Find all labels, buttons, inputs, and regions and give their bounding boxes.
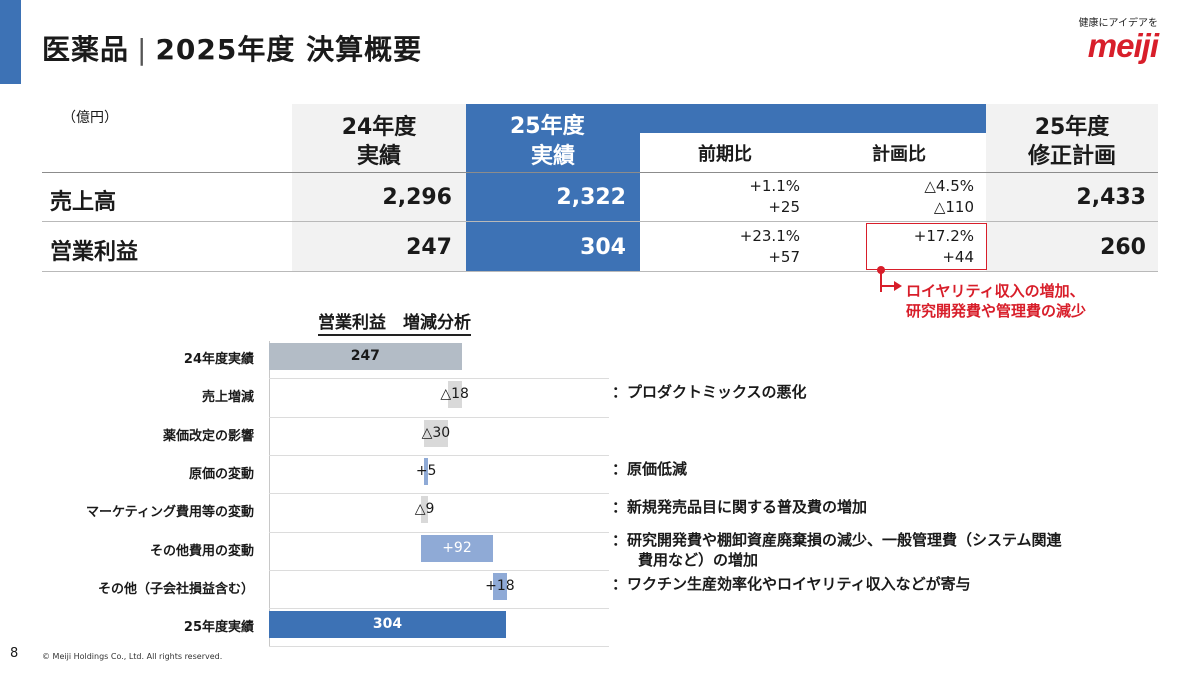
row-label-op: 営業利益	[50, 240, 139, 265]
waterfall-note-line: ：新規発売品目に関する普及費の増加	[612, 498, 868, 517]
rule-top	[42, 172, 1158, 173]
waterfall-value-label: 247	[350, 348, 380, 364]
waterfall-bar	[424, 419, 448, 447]
waterfall-category-label: 25年度実績	[183, 620, 254, 636]
waterfall-note-line: ：プロダクトミックスの悪化	[612, 383, 807, 402]
header-25-line1: 25年度	[510, 114, 585, 139]
waterfall-gridline	[269, 608, 609, 610]
plan-highlight-box	[866, 223, 987, 270]
sales-yoy-abs: +25	[768, 198, 800, 216]
waterfall-category-label: 24年度実績	[183, 352, 254, 367]
header-rev-line1: 25年度	[1034, 115, 1110, 140]
header-yoy: 前期比	[698, 144, 752, 165]
header-plan: 計画比	[872, 144, 926, 165]
waterfall-category-label: 薬価改定の影響	[162, 428, 254, 444]
rule-mid	[42, 221, 1158, 222]
meiji-logo: 健康にアイデアを meiji	[1068, 14, 1160, 64]
rule-bottom	[42, 271, 1158, 272]
col-24-bg	[292, 172, 466, 272]
waterfall-value-label: △30	[421, 424, 451, 441]
waterfall-gridline	[269, 531, 609, 533]
waterfall-gridline	[269, 416, 609, 418]
accent-bar	[0, 0, 21, 84]
waterfall-note-line: ：ワクチン生産効率化やロイヤリティ収入などが寄与	[612, 574, 971, 593]
op-yoy-abs: +57	[768, 248, 800, 266]
callout-text: ロイヤリティ収入の増加、 研究開発費や管理費の減少	[906, 281, 1086, 321]
waterfall-title: 営業利益 増減分析	[318, 308, 471, 336]
waterfall-bar	[269, 611, 507, 639]
op-25: 304	[580, 235, 626, 260]
waterfall-bar	[269, 343, 462, 370]
waterfall-gridline	[269, 646, 609, 648]
title-sub: 2025年度 決算概要	[155, 33, 423, 66]
waterfall-value-label: +92	[442, 539, 472, 556]
title-main: 医薬品	[42, 33, 130, 66]
col-25-bg	[466, 172, 640, 272]
waterfall-bar	[424, 457, 429, 485]
op-rev: 260	[1100, 235, 1146, 260]
title-separator: |	[137, 33, 148, 66]
header-rev-line2: 修正計画	[1027, 144, 1116, 169]
logo-wordmark: meiji	[1087, 27, 1159, 64]
waterfall-gridline	[269, 454, 609, 456]
waterfall-note: ：原価低減	[612, 459, 687, 479]
sales-plan-pct: △4.5%	[924, 177, 974, 195]
callout-line-2: 研究開発費や管理費の減少	[906, 302, 1087, 320]
unit-label: （億円）	[62, 110, 118, 126]
callout-line-1: ロイヤリティ収入の増加、	[906, 282, 1085, 300]
header-25-line2: 実績	[530, 144, 575, 169]
row-label-sales: 売上高	[50, 190, 117, 215]
waterfall-gridline	[269, 493, 609, 495]
col-rev-bg	[986, 172, 1158, 272]
sales-25: 2,322	[556, 185, 626, 210]
waterfall-value-label: 304	[372, 616, 403, 633]
callout-arrow-shaft	[882, 285, 896, 287]
sales-24: 2,296	[382, 185, 452, 210]
waterfall-note-line: 費用など）の増加	[638, 550, 759, 569]
header-rev-bg	[986, 104, 1158, 172]
waterfall-bar	[447, 381, 462, 409]
waterfall-gridline	[269, 378, 609, 380]
copyright: © Meiji Holdings Co., Ltd. All rights re…	[42, 652, 223, 661]
waterfall-bar	[421, 496, 429, 524]
waterfall-category-label: マーケティング費用等の変動	[86, 505, 254, 521]
waterfall-category-label: 売上増減	[201, 390, 254, 406]
sales-plan-abs: △110	[933, 198, 974, 216]
op-24: 247	[406, 235, 452, 260]
waterfall-note: ：ワクチン生産効率化やロイヤリティ収入などが寄与	[612, 574, 971, 594]
waterfall-note: ：研究開発費や棚卸資産廃棄損の減少、一般管理費（システム関連 費用など）の増加	[612, 530, 1062, 570]
waterfall-category-label: その他（子会社損益含む）	[97, 581, 254, 597]
callout-connector	[880, 270, 882, 292]
header-24-line2: 実績	[356, 144, 401, 169]
waterfall-note: ：新規発売品目に関する普及費の増加	[612, 497, 867, 517]
op-plan-abs: +44	[942, 248, 974, 266]
sales-yoy-pct: +1.1%	[749, 177, 800, 195]
logo-tagline: 健康にアイデアを	[1078, 18, 1159, 29]
waterfall-note: ：プロダクトミックスの悪化	[612, 382, 807, 402]
waterfall-value-label: +5	[415, 462, 437, 479]
waterfall-category-label: その他費用の変動	[149, 543, 254, 559]
op-yoy-pct: +23.1%	[739, 227, 800, 245]
callout-arrow-icon	[894, 281, 902, 291]
header-24-line1: 24年度	[341, 115, 417, 140]
page-number: 8	[10, 646, 19, 661]
page-title: 医薬品 | 2025年度 決算概要	[42, 28, 422, 68]
sales-rev: 2,433	[1076, 185, 1146, 210]
waterfall-note-line: ：研究開発費や棚卸資産廃棄損の減少、一般管理費（システム関連	[612, 530, 1062, 549]
waterfall-gridline	[269, 569, 609, 571]
header-25-bg	[466, 104, 640, 172]
header-24-bg	[292, 104, 466, 172]
callout-dot	[877, 266, 885, 274]
op-plan-pct: +17.2%	[913, 227, 974, 245]
waterfall-note-line: ：原価低減	[612, 459, 688, 478]
waterfall-bar	[492, 572, 507, 600]
waterfall-value-label: +18	[485, 577, 515, 594]
waterfall-category-label: 原価の変動	[188, 466, 254, 482]
waterfall-value-label: △9	[414, 501, 435, 518]
waterfall-bar	[421, 534, 493, 562]
waterfall-value-label: △18	[440, 386, 469, 403]
